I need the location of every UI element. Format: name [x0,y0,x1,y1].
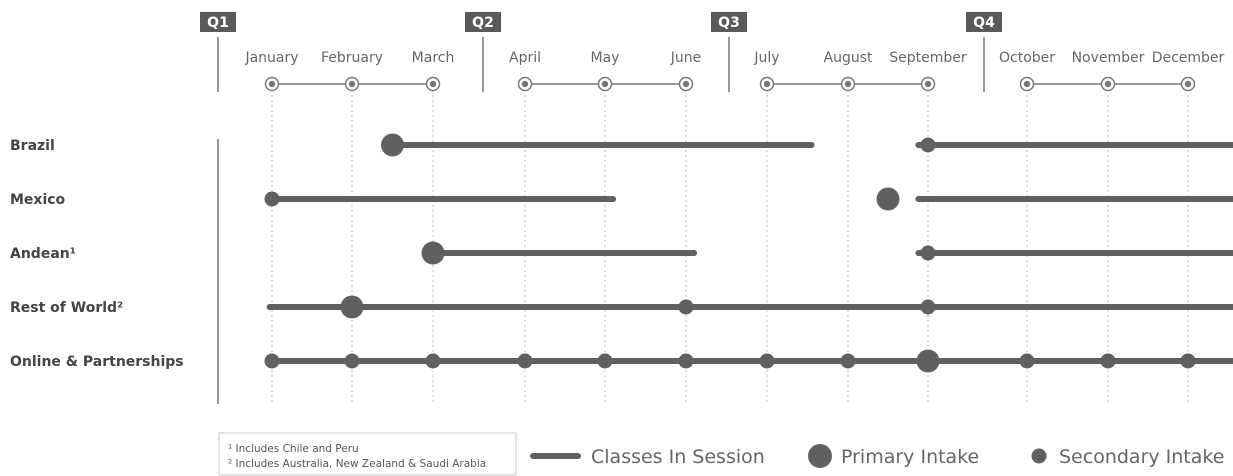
quarter-label-q3: Q3 [718,15,740,31]
month-label-october: October [999,50,1055,66]
month-label-january: January [244,50,298,66]
timeline-rows: Brazil Mexico Andean¹ Rest of World² Online … [10,133,1233,373]
legend-primary-swatch [808,444,832,468]
secondary-intake-online-partnerships-august [840,353,856,369]
month-axis: January February March April May June July Augu… [244,50,1225,92]
quarter-label-q1: Q1 [207,15,229,31]
secondary-intake-online-partnerships-may [597,353,613,369]
month-marker-dot-april [521,80,529,88]
legend-session-label: Classes In Session [591,446,765,468]
primary-intake-rest-of-world-february [340,295,364,319]
secondary-intake-online-partnerships-january [264,353,280,369]
month-marker-dot-september [924,80,932,88]
month-label-may: May [591,50,620,66]
secondary-intake-rest-of-world-september [920,299,936,315]
secondary-intake-andean-september [920,245,936,261]
month-label-march: March [412,50,455,66]
footnote-box [218,432,517,476]
legend-primary-label: Primary Intake [841,446,979,468]
row-label-rest-of-world: Rest of World² [10,300,123,316]
quarter-markers: Q1 Q2 Q3 Q4 [200,12,1002,92]
footnote-1: ¹ Includes Chile and Peru [228,443,359,455]
row-andean: Andean¹ [10,241,1233,265]
month-label-august: August [824,50,874,66]
month-label-september: September [889,50,967,66]
footnotes: ¹ Includes Chile and Peru ² Includes Aust… [218,432,517,476]
primary-intake-brazil-february [381,133,404,157]
month-marker-dot-may [601,80,609,88]
month-marker-dot-november [1104,80,1112,88]
month-label-november: November [1072,50,1145,66]
legend-secondary-swatch [1031,448,1047,464]
row-brazil: Brazil [10,133,1233,157]
month-marker-dot-march [429,80,437,88]
secondary-intake-online-partnerships-june [678,353,694,369]
row-label-mexico: Mexico [10,192,66,208]
quarter-label-q4: Q4 [973,15,995,31]
month-marker-dot-december [1184,80,1192,88]
row-mexico: Mexico [10,187,1233,211]
row-online-partnerships: Online & Partnerships [10,349,1233,373]
month-label-february: February [321,50,383,66]
primary-intake-online-partnerships-september [916,349,940,373]
secondary-intake-brazil-september [920,137,936,153]
quarter-tag-q3 [711,12,747,32]
secondary-intake-online-partnerships-july [759,353,775,369]
month-label-december: December [1152,50,1225,66]
quarter-label-q2: Q2 [472,15,494,31]
legend: ¹ Includes Chile and Peru ² Includes Aust… [218,432,1224,476]
secondary-intake-online-partnerships-february [344,353,360,369]
legend-secondary-label: Secondary Intake [1059,446,1224,468]
secondary-intake-online-partnerships-march [425,353,441,369]
month-marker-dot-july [763,80,771,88]
secondary-intake-online-partnerships-october [1019,353,1035,369]
quarter-tag-q2 [465,12,501,32]
month-marker-dot-october [1023,80,1031,88]
month-marker-dot-august [844,80,852,88]
month-label-april: April [509,50,541,66]
month-marker-dot-january [268,80,276,88]
row-label-andean: Andean¹ [10,246,76,262]
primary-intake-andean-march [421,241,445,265]
row-rest-of-world: Rest of World² [10,295,1233,319]
secondary-intake-rest-of-world-june [678,299,694,315]
month-label-july: July [753,50,779,66]
secondary-intake-online-partnerships-december [1180,353,1196,369]
footnote-2: ² Includes Australia, New Zealand & Saud… [228,458,486,470]
row-label-brazil: Brazil [10,138,55,154]
secondary-intake-online-partnerships-april [517,353,533,369]
row-label-online-partnerships: Online & Partnerships [10,354,184,370]
primary-intake-mexico-august [876,187,900,211]
quarter-tag-q4 [966,12,1002,32]
month-marker-dot-february [348,80,356,88]
month-label-june: June [670,50,702,66]
month-marker-dot-june [682,80,690,88]
quarter-tag-q1 [200,12,236,32]
secondary-intake-online-partnerships-november [1100,353,1116,369]
secondary-intake-mexico-january [264,191,280,207]
